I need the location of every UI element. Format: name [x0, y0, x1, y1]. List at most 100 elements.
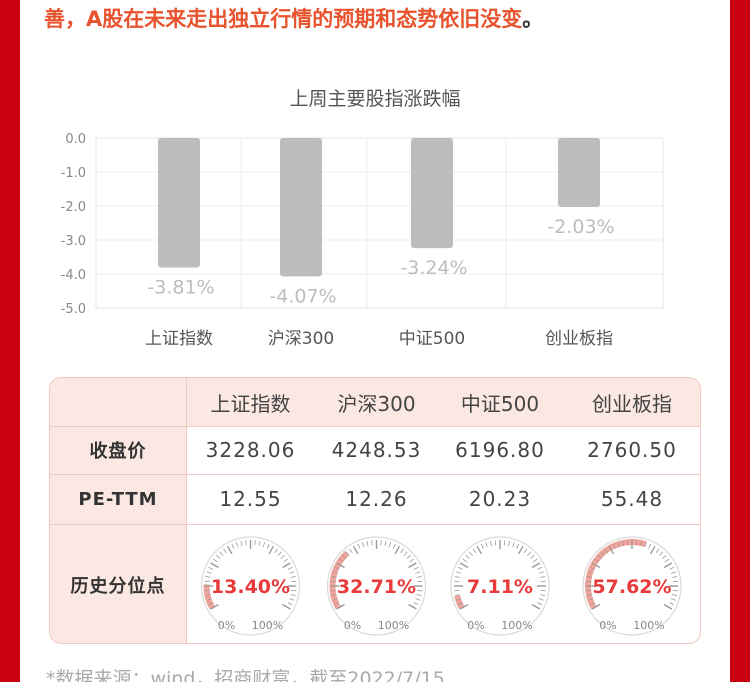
gauge-tick [459, 603, 469, 610]
gauge-tick [208, 566, 214, 570]
gauge-dial: 13.40% 0% 100% [200, 536, 301, 636]
gauge-tick [254, 540, 256, 546]
gauge-tick [231, 543, 235, 549]
gauge-tick [352, 545, 359, 555]
gauge-tick [586, 594, 592, 596]
gauge-tick [462, 558, 468, 563]
gauge-tick [223, 548, 227, 554]
gauge-tick [640, 540, 642, 546]
gauge-tick [416, 576, 422, 578]
gauge-tick [282, 562, 291, 569]
gauge-dial: 57.62% 0% 100% [582, 536, 682, 636]
y-tick-label: -5.0 [61, 302, 86, 317]
gauge-tick [235, 542, 239, 548]
gauge-tick [456, 598, 462, 601]
gauge-tick [612, 543, 616, 549]
gauge-tick [659, 551, 664, 556]
gauge-tick [334, 566, 340, 570]
gauge-tick [540, 576, 546, 578]
gauge-tick [283, 558, 288, 563]
gauge-tick [206, 598, 212, 601]
gauge-tick [494, 540, 497, 546]
gauge-tick [454, 594, 460, 596]
gauge-tick [413, 566, 419, 570]
gauge-tick [485, 542, 488, 548]
intro-text: 善，A股在未来走出独立行情的预期和态势依旧没变。 [44, 2, 724, 36]
gauge-value: 7.11% [467, 576, 533, 598]
gauge-tick [282, 603, 291, 610]
gauge-tick [330, 589, 336, 592]
gauge-tick [357, 543, 361, 549]
gauge-tick [465, 554, 470, 559]
gauge-tick [663, 562, 673, 569]
gauge-tick [457, 602, 463, 606]
gauge-tick [531, 562, 541, 569]
x-tick-label: 上证指数 [145, 329, 213, 349]
table-header-hs300: 沪深300 [315, 378, 438, 426]
gauge-tick [361, 542, 365, 548]
gauge-tick [213, 558, 218, 563]
gauge-tick [540, 594, 546, 596]
y-tick-label: -3.0 [61, 234, 86, 249]
y-tick-label: -1.0 [61, 166, 86, 181]
gauge-tick [289, 598, 295, 601]
gauge-tick [608, 545, 615, 555]
gauge-tick [490, 540, 492, 546]
table-header-cyb: 创业板指 [562, 378, 700, 426]
gauge-outline [582, 536, 682, 636]
gauge-tick [480, 543, 484, 549]
index-change-bar-chart: 0.0 -1.0 -2.0 -3.0 -4.0 -5.0 -3.81% 上证指数 -4.07% 沪… [61, 132, 664, 349]
gauge-tick [392, 543, 396, 549]
gauge-tick [600, 551, 605, 556]
percentile-gauge: 57.62% 0% 100% [562, 524, 700, 643]
gauge-tick [538, 598, 544, 601]
gauge-tick [394, 545, 401, 555]
gauge-value: 32.71% [337, 576, 416, 598]
gauge-tick [468, 551, 473, 556]
row-divider [50, 474, 700, 475]
gauge-dial: 7.11% 0% 100% [450, 536, 550, 636]
gauge-tick [291, 589, 297, 592]
gauge-tick [589, 602, 595, 606]
data-label: -2.03% [547, 216, 614, 238]
gauge-tick [591, 562, 601, 569]
gauge-tick [586, 580, 592, 583]
gauge-tick [454, 576, 460, 578]
gauge-tick [648, 543, 652, 549]
table-header-sh: 上证指数 [186, 378, 315, 426]
gauge-outline [200, 536, 301, 636]
row-divider [50, 426, 700, 427]
gauge-tick [219, 551, 224, 556]
gauge-tick [591, 603, 601, 610]
bar [158, 138, 200, 268]
close-zz500: 6196.80 [455, 438, 545, 462]
plot-frame [95, 137, 664, 309]
gauge-tick [635, 540, 638, 546]
gauge-tick [540, 580, 546, 583]
gauge-tick [332, 598, 338, 601]
gauge-tick [512, 542, 515, 548]
gauge-tick [664, 558, 670, 563]
pe-hs300: 12.26 [345, 487, 408, 511]
gauge-tick [287, 566, 293, 570]
data-source-footnote: *数据来源：wind，招商财富，截至2022/7/15 [46, 668, 445, 682]
gauge-tick [588, 571, 594, 574]
gauge-max-label: 100% [378, 619, 409, 632]
chart-title: 上周主要股指涨跌幅 [289, 88, 461, 110]
pe-cyb: 55.48 [600, 487, 664, 511]
data-label: -4.07% [269, 285, 336, 307]
gauge-tick [216, 554, 221, 559]
gauge-tick [342, 554, 347, 559]
gauge-tick [339, 558, 344, 563]
intro-highlight: 善，A股在未来走出独立行情的预期和态势依旧没变 [44, 7, 523, 31]
gauge-tick [258, 540, 261, 546]
gauge-tick [280, 554, 285, 559]
gauge-tick [672, 594, 678, 596]
gauge-tick [290, 576, 296, 578]
gauge-tick [287, 602, 293, 606]
gauge-tick [669, 566, 675, 570]
percentile-gauge: 32.71% 0% 100% [315, 524, 438, 643]
close-sh: 3228.06 [205, 438, 296, 462]
gauge-min-label: 0% [218, 619, 235, 632]
gauge-tick [538, 571, 544, 574]
